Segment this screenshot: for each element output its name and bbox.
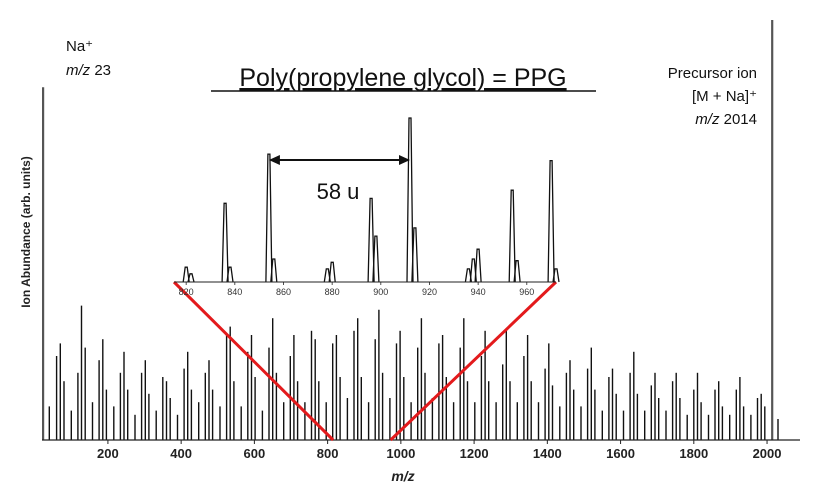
main-x-tick-labels: 200 400 600 800 1000 1200 1400 1600 1800 2000 [97,446,781,461]
inset-peak [182,266,190,283]
inset-peak [406,117,414,283]
na-ion-label: Na⁺ [66,38,93,55]
inset-peak [508,189,516,283]
x-tick-label: 600 [244,446,266,461]
inset-x-tick-labels: 820 840 860 880 900 920 940 960 [179,287,535,297]
x-tick-label: 1000 [386,446,415,461]
inset-peak [328,261,336,283]
inset-peak [221,202,229,283]
inset-peak [547,159,555,283]
zoom-line-left [172,280,335,442]
precursor-formula: [M + Na]⁺ [692,88,757,105]
precursor-label: Precursor ion [668,65,757,82]
inset-tick-label: 860 [276,287,291,297]
inset-chart: 820 840 860 880 900 920 940 960 [174,117,560,297]
inset-tick-label: 920 [422,287,437,297]
inset-peak [265,153,273,283]
precursor-mz-label: m/z 2014 [695,111,757,128]
inset-spectrum-bars [182,117,560,283]
x-axis-label: m/z [391,468,414,484]
x-tick-label: 2000 [753,446,782,461]
x-tick-label: 1800 [679,446,708,461]
inset-x-axis [174,281,556,285]
inset-tick-label: 900 [373,287,388,297]
inset-peak [270,258,278,283]
inset-peak [513,260,521,283]
inset-peak [187,273,195,283]
arrow-head-right [399,155,411,165]
inset-peak [367,197,375,283]
inset-tick-label: 960 [519,287,534,297]
inset-tick-label: 880 [325,287,340,297]
arrow-head-left [268,155,280,165]
inset-peak [372,235,380,283]
inset-peak [226,266,234,283]
zoom-lines [172,280,558,442]
inset-peak [411,227,419,283]
x-tick-label: 800 [317,446,339,461]
x-tick-label: 400 [170,446,192,461]
x-tick-label: 1400 [533,446,562,461]
x-tick-label: 200 [97,446,119,461]
inset-tick-label: 840 [227,287,242,297]
main-spectrum-bars [41,20,779,440]
na-mz-label: m/z 23 [66,62,111,79]
chart-title: Poly(propylene glycol) = PPG [239,64,566,92]
inset-peak [552,268,560,283]
x-tick-label: 1600 [606,446,635,461]
y-axis-label: Ion Abundance (arb. units) [19,156,33,308]
spacing-label: 58 u [317,179,360,204]
inset-peak [474,248,482,283]
zoom-line-right [389,280,558,442]
main-x-axis [42,439,800,444]
inset-tick-label: 820 [179,287,194,297]
spacing-arrow [268,155,411,165]
inset-tick-label: 940 [471,287,486,297]
x-tick-label: 1200 [460,446,489,461]
